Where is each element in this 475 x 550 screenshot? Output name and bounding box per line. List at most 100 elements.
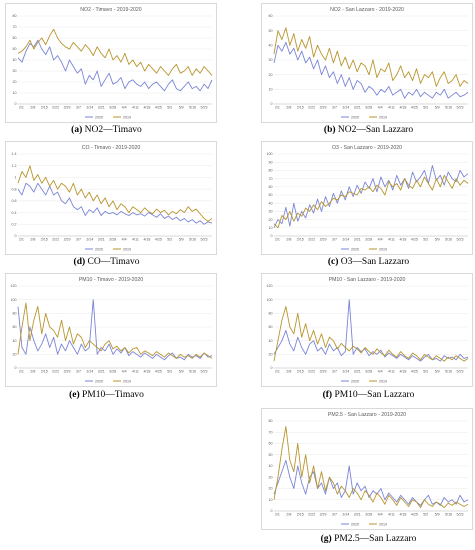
chart-title: NO2 - Timavo - 2019-2020	[80, 7, 142, 13]
x-tick-label: 3/7	[332, 513, 337, 517]
chart-o3-san-lazzaro: O3 - San Lazzaro - 2019-2020 0 10 20 30 40 50 6…	[267, 145, 469, 251]
y-tick-label: 40	[269, 44, 273, 48]
chart-pm10-san-lazzaro: PM10 - San Lazzaro - 2019-2020 0 20 40 60 80 1…	[267, 277, 469, 383]
x-tick-label: 4/18	[399, 106, 406, 110]
x-tick-label: 4/25	[411, 513, 418, 517]
panel-no2-timavo: NO2 - Timavo - 2019-2020 0 10 20 30 40 50 60 70 8…	[0, 0, 237, 140]
x-tick-label: 3/28	[109, 238, 116, 242]
x-tick-label: 4/4	[378, 513, 383, 517]
y-tick-label: 0	[271, 234, 273, 238]
y-tick-label: 0.2	[12, 222, 17, 226]
x-tick-label: 4/4	[378, 370, 383, 374]
panel-pm10-san-lazzaro: PM10 - San Lazzaro - 2019-2020 0 20 40 60 80 1…	[238, 272, 475, 402]
x-tick-label: 4/11	[132, 106, 139, 110]
series-line-2019	[17, 165, 213, 222]
y-tick-label: 70	[269, 430, 273, 434]
chart-title: O3 - San Lazzaro - 2019-2020	[332, 145, 402, 151]
legend-label: 2019	[379, 247, 387, 251]
series-line-2019	[273, 27, 469, 87]
x-tick-label: 2/8	[286, 106, 291, 110]
y-tick-label: 20	[13, 353, 17, 357]
x-tick-label: 2/15	[297, 106, 304, 110]
x-tick-label: 5/16	[445, 238, 452, 242]
x-tick-label: 2/8	[286, 238, 291, 242]
x-tick-label: 2/22	[308, 238, 315, 242]
x-tick-label: 4/25	[155, 370, 162, 374]
y-tick-label: 30	[269, 210, 273, 214]
y-tick-label: 40	[269, 464, 273, 468]
y-tick-label: 0.4	[12, 211, 17, 215]
y-tick-label: 10	[13, 91, 17, 95]
x-tick-label: 4/18	[399, 370, 406, 374]
y-tick-label: 20	[269, 73, 273, 77]
x-tick-label: 5/23	[457, 238, 464, 242]
y-tick-label: 1	[15, 176, 17, 180]
legend-label: 2020	[95, 115, 103, 119]
chart-co-timavo: CO - Timavo - 2019-2020 0 0.2 0.4 0.6 0.8 1 1.2…	[12, 145, 213, 251]
x-tick-label: 2/29	[320, 513, 327, 517]
caption-no2-timavo: (a) NO2—Timavo	[0, 125, 225, 135]
x-tick-label: 4/4	[378, 106, 383, 110]
y-tick-label: 10	[269, 226, 273, 230]
series-line-2019	[273, 426, 469, 509]
y-tick-label: 120	[267, 284, 273, 288]
x-tick-label: 4/11	[388, 370, 395, 374]
x-tick-label: 5/16	[189, 106, 196, 110]
chart-pm25-san-lazzaro: PM2.5 - San Lazzaro - 2019-2020 0 10 20 30 40…	[269, 412, 469, 526]
caption-text: PM10—San Lazzaro	[334, 390, 415, 400]
y-tick-label: 80	[13, 14, 17, 18]
y-tick-label: 10	[269, 498, 273, 502]
x-tick-label: 2/15	[297, 370, 304, 374]
x-tick-label: 2/1	[19, 370, 24, 374]
caption-tag: (f)	[322, 390, 333, 400]
panel-pm10-timavo: PM10 - Timavo - 2019-2020 0 20 40 60 80 100 120…	[0, 272, 237, 402]
x-tick-label: 5/9	[179, 370, 184, 374]
x-tick-label: 2/15	[41, 370, 48, 374]
legend-label: 2019	[379, 379, 387, 383]
y-tick-label: 20	[269, 487, 273, 491]
x-tick-label: 3/7	[76, 106, 81, 110]
x-tick-label: 3/21	[354, 238, 361, 242]
x-tick-label: 4/18	[143, 238, 150, 242]
y-tick-label: 30	[269, 58, 273, 62]
x-tick-label: 2/8	[30, 106, 35, 110]
caption-text: NO2—San Lazzaro	[337, 125, 414, 135]
x-tick-label: 5/23	[457, 513, 464, 517]
y-tick-label: 0	[271, 102, 273, 106]
x-tick-label: 4/11	[132, 370, 139, 374]
x-tick-label: 5/23	[201, 370, 208, 374]
chart-title: NO2 - San Lazzaro - 2019-2020	[330, 7, 404, 13]
series-line-2020	[273, 41, 469, 99]
x-tick-label: 5/23	[201, 238, 208, 242]
y-tick-label: 60	[269, 14, 273, 18]
chart-frame: NO2 - San Lazzaro - 2019-2020 0 10 20 30 40 50…	[261, 3, 473, 123]
x-tick-label: 2/29	[64, 370, 71, 374]
y-tick-label: 100	[11, 298, 17, 302]
x-tick-label: 4/4	[378, 238, 383, 242]
x-tick-label: 5/16	[445, 106, 452, 110]
series-line-2019	[273, 174, 469, 229]
y-tick-label: 50	[269, 453, 273, 457]
caption-tag: (c)	[327, 257, 339, 267]
x-tick-label: 5/9	[179, 106, 184, 110]
legend-label: 2020	[95, 379, 103, 383]
series-line-2020	[273, 165, 469, 228]
x-tick-label: 2/8	[286, 513, 291, 517]
series-line-2019	[17, 28, 213, 76]
legend-label: 2020	[351, 522, 359, 526]
y-tick-label: 40	[269, 201, 273, 205]
x-tick-label: 4/25	[411, 238, 418, 242]
chart-no2-timavo: NO2 - Timavo - 2019-2020 0 10 20 30 40 50 60 70 8…	[13, 7, 213, 119]
x-tick-label: 5/2	[423, 238, 428, 242]
x-tick-label: 4/25	[155, 106, 162, 110]
x-tick-label: 2/8	[30, 238, 35, 242]
caption-tag: (a)	[71, 125, 83, 135]
y-tick-label: 0.6	[12, 199, 17, 203]
y-tick-label: 20	[269, 353, 273, 357]
x-tick-label: 2/8	[286, 370, 291, 374]
y-tick-label: 60	[269, 442, 273, 446]
x-tick-label: 2/29	[320, 238, 327, 242]
x-tick-label: 3/7	[76, 238, 81, 242]
x-tick-label: 5/2	[423, 513, 428, 517]
x-tick-label: 4/18	[399, 238, 406, 242]
